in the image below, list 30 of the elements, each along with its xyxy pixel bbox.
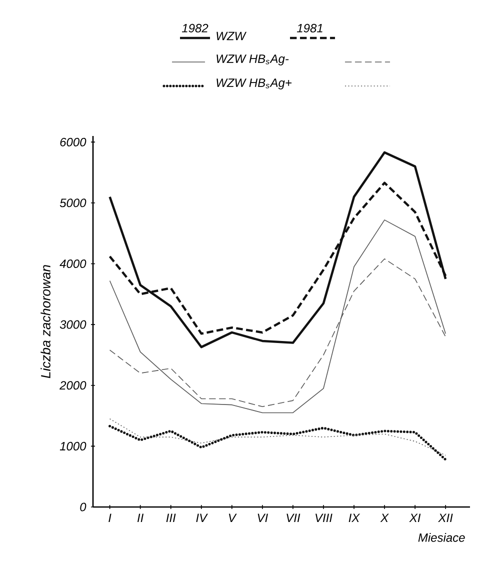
x-tick-label: I [108, 514, 112, 522]
x-tick-label: V [228, 514, 237, 522]
line-series [108, 151, 447, 348]
x-tick-label: VIII [316, 514, 332, 522]
x-tick-label: VII [286, 514, 300, 522]
line-series [109, 418, 446, 456]
x-tick-label: IX [348, 514, 360, 522]
y-tick-label: 1000 [60, 442, 86, 450]
x-tick-label: XII [438, 514, 453, 522]
line-series [109, 220, 446, 414]
text: 1982 [182, 24, 208, 32]
x-tick-label: IV [196, 514, 208, 522]
legend-label: WZW HB$_{s}$Ag- [216, 54, 289, 66]
y-tick-label: 4000 [60, 259, 86, 268]
x-axis-title: Miesiace [418, 533, 465, 542]
x-tick-label: XI [409, 514, 421, 522]
x-tick-label: III [166, 514, 176, 522]
y-tick-label: 6000 [60, 138, 86, 146]
y-tick-label: 5000 [60, 198, 86, 208]
x-tick-label: X [380, 514, 389, 522]
text: 1981 [296, 24, 322, 32]
y-axis-title: Liczba zachorowan [40, 265, 50, 378]
line-series [108, 424, 447, 461]
legend-label: WZW [216, 32, 247, 40]
x-tick-label: VI [258, 514, 268, 522]
y-tick-label: 2000 [60, 381, 86, 390]
y-tick-label: 3000 [60, 320, 86, 329]
x-tick-label: II [137, 514, 144, 522]
y-tick-label: 0 [80, 502, 86, 512]
legend-label: WZW HB$_{s}$Ag+ [216, 78, 292, 90]
